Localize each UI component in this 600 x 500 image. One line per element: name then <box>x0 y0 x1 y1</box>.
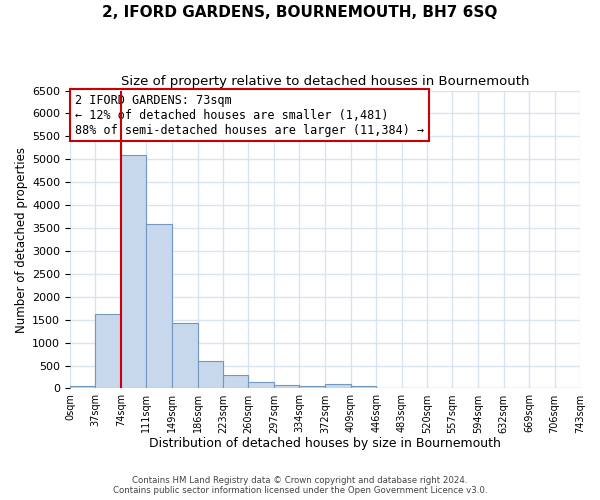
Bar <box>70 386 95 388</box>
Title: Size of property relative to detached houses in Bournemouth: Size of property relative to detached ho… <box>121 75 529 88</box>
Bar <box>95 314 121 388</box>
Bar <box>146 224 172 388</box>
Bar <box>299 386 325 388</box>
Text: Contains HM Land Registry data © Crown copyright and database right 2024.
Contai: Contains HM Land Registry data © Crown c… <box>113 476 487 495</box>
Y-axis label: Number of detached properties: Number of detached properties <box>15 146 28 332</box>
X-axis label: Distribution of detached houses by size in Bournemouth: Distribution of detached houses by size … <box>149 437 501 450</box>
Bar <box>223 374 248 388</box>
Bar <box>172 323 197 388</box>
Bar <box>248 382 274 388</box>
Bar <box>197 362 223 388</box>
Text: 2, IFORD GARDENS, BOURNEMOUTH, BH7 6SQ: 2, IFORD GARDENS, BOURNEMOUTH, BH7 6SQ <box>103 5 497 20</box>
Bar <box>274 385 299 388</box>
Text: 2 IFORD GARDENS: 73sqm
← 12% of detached houses are smaller (1,481)
88% of semi-: 2 IFORD GARDENS: 73sqm ← 12% of detached… <box>75 94 424 136</box>
Bar <box>121 154 146 388</box>
Bar <box>351 386 376 388</box>
Bar <box>325 384 351 388</box>
